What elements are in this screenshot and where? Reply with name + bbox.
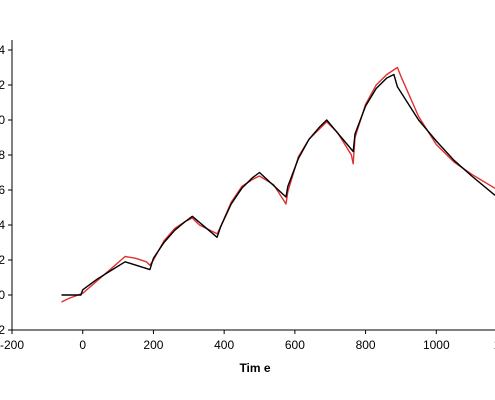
y-tick-label: 10 <box>0 113 5 127</box>
y-tick-label: 14 <box>0 43 5 57</box>
x-tick-label: 800 <box>356 338 376 352</box>
x-tick-label: 400 <box>214 338 234 352</box>
y-tick-label: 4 <box>0 218 5 232</box>
y-tick-label: -2 <box>0 323 5 337</box>
y-tick-label: 0 <box>0 288 5 302</box>
x-tick-label: 600 <box>285 338 305 352</box>
x-tick-label: -200 <box>0 338 24 352</box>
y-tick-label: 6 <box>0 183 5 197</box>
y-tick-label: 8 <box>0 148 5 162</box>
series-line <box>61 73 495 296</box>
series-line <box>61 66 495 303</box>
x-axis-label: Tim e <box>239 361 270 375</box>
y-tick-label: 12 <box>0 78 5 92</box>
x-tick-label: 1000 <box>423 338 450 352</box>
x-tick-label: 0 <box>79 338 86 352</box>
x-tick-label: 200 <box>143 338 163 352</box>
x-tick-label: 1200 <box>494 338 495 352</box>
y-tick-label: 2 <box>0 253 5 267</box>
